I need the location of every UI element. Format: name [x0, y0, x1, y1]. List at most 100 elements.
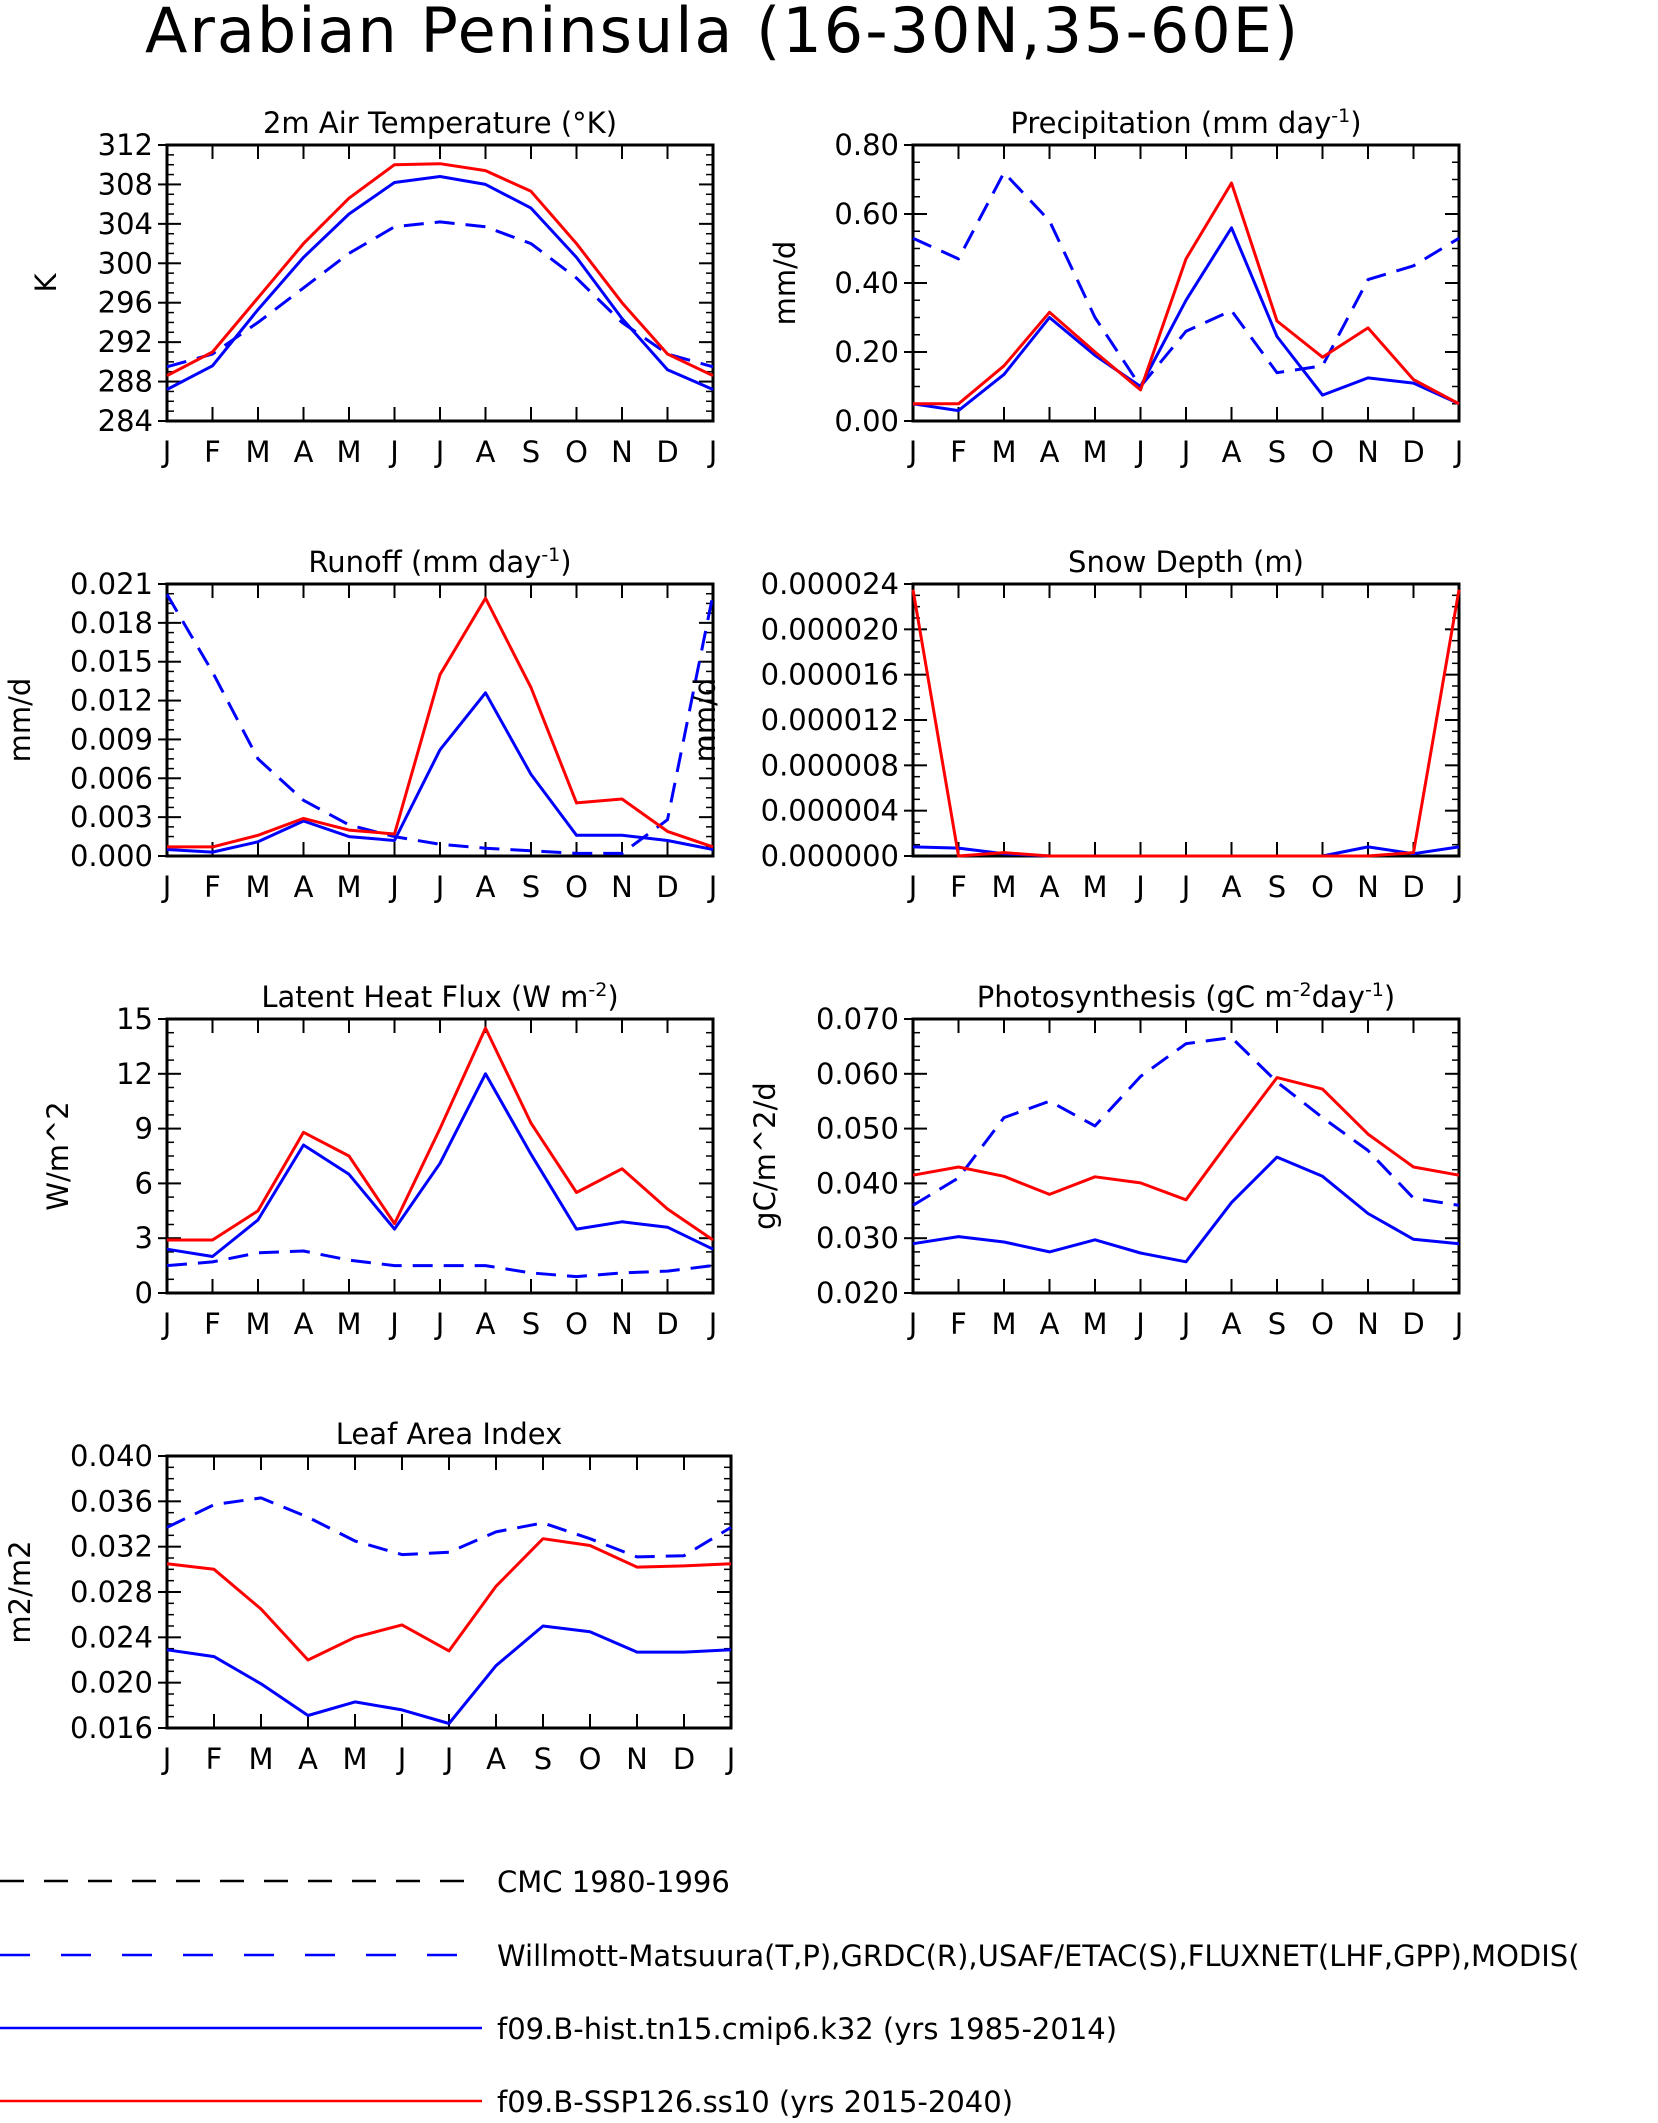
- x-tick-label: A: [1040, 435, 1060, 469]
- y-tick-label: 0.036: [70, 1484, 153, 1518]
- x-tick-label: M: [1082, 435, 1107, 469]
- x-tick-label: J: [161, 1742, 172, 1776]
- title-text: Precipitation (mm day: [1010, 106, 1331, 140]
- title-superscript: -1: [1331, 105, 1350, 127]
- x-tick-label: J: [161, 870, 172, 904]
- series-line-obs: [166, 220, 714, 369]
- x-tick-label: A: [294, 870, 314, 904]
- x-tick-label: J: [1180, 870, 1191, 904]
- y-tick-label: 0.028: [70, 1575, 153, 1609]
- y-tick-label: 0.030: [816, 1221, 899, 1255]
- y-tick-label: 0.000000: [761, 839, 899, 873]
- x-tick-label: A: [1040, 1307, 1060, 1341]
- y-axis-label: mm/d: [768, 241, 802, 326]
- y-tick-label: 3: [135, 1221, 153, 1255]
- series-line-ssp: [167, 1026, 714, 1242]
- y-tick-label: 0.000012: [761, 703, 899, 737]
- plot-frame: [165, 582, 715, 858]
- series-line-obs: [912, 171, 1460, 388]
- panels: 2m Air Temperature (°K)J F M A M J J A S O N D J2842…: [3, 105, 1463, 1776]
- x-tick-label: S: [1268, 435, 1286, 469]
- x-tick-label: A: [1040, 870, 1060, 904]
- legend: CMC 1980-1996 Willmott-Matsuura(T,P),GRDC…: [0, 1865, 1580, 2119]
- page-title: Arabian Peninsula (16-30N,35-60E): [145, 0, 1300, 67]
- x-tick-label: O: [1311, 435, 1334, 469]
- x-tick-label: A: [1222, 435, 1242, 469]
- x-tick-label: J: [434, 1307, 445, 1341]
- series-line-ssp: [911, 589, 1461, 858]
- chart-panel-4: Snow Depth (m)J F M A M J J A S O N D J0.0000000.000…: [688, 545, 1463, 904]
- title-superscript: -2: [1293, 979, 1312, 1001]
- series-line-obs: [166, 1496, 732, 1559]
- x-tick-label: M: [245, 435, 270, 469]
- x-tick-label: M: [245, 870, 270, 904]
- series-line-hist: [912, 226, 1460, 413]
- y-tick-label: 308: [98, 167, 153, 201]
- y-tick-label: 12: [116, 1057, 153, 1091]
- x-tick-label: J: [434, 870, 445, 904]
- x-tick-label: M: [991, 870, 1016, 904]
- x-tick-label: F: [204, 870, 221, 904]
- y-tick-label: 6: [135, 1166, 153, 1200]
- y-tick-label: 0.015: [70, 645, 153, 679]
- series-line-ssp: [166, 1537, 732, 1662]
- x-tick-label: J: [907, 1307, 918, 1341]
- chart-panel-3: Runoff (mm day-1)J F M A M J J A S O N D J0.0000.003…: [3, 544, 717, 904]
- panel-title: 2m Air Temperature (°K): [263, 106, 617, 140]
- x-tick-label: S: [522, 870, 540, 904]
- x-tick-label: D: [673, 1742, 695, 1776]
- x-tick-label: A: [1222, 1307, 1242, 1341]
- legend-label-2: Willmott-Matsuura(T,P),GRDC(R),USAF/ETAC…: [497, 1939, 1580, 1973]
- title-text: day: [1312, 980, 1365, 1014]
- x-tick-label: D: [656, 1307, 678, 1341]
- y-tick-label: 292: [98, 325, 153, 359]
- plot-frame: [165, 143, 715, 423]
- series-line-obs: [165, 593, 715, 855]
- y-tick-label: 300: [98, 246, 153, 280]
- panel-title: Precipitation (mm day-1): [1010, 105, 1361, 140]
- x-tick-label: N: [611, 870, 633, 904]
- x-tick-label: S: [1268, 870, 1286, 904]
- x-tick-label: J: [1180, 435, 1191, 469]
- series-line-hist: [166, 1072, 714, 1258]
- series-line-ssp: [167, 596, 714, 849]
- x-tick-label: O: [565, 870, 588, 904]
- y-tick-label: 0: [135, 1276, 153, 1310]
- x-tick-label: M: [248, 1742, 273, 1776]
- x-tick-label: J: [1134, 435, 1145, 469]
- x-tick-label: F: [950, 870, 967, 904]
- x-tick-label: S: [522, 1307, 540, 1341]
- x-tick-label: O: [565, 435, 588, 469]
- x-tick-label: J: [1134, 870, 1145, 904]
- y-tick-label: 0.000024: [761, 567, 899, 601]
- y-tick-label: 15: [116, 1002, 153, 1036]
- x-tick-label: D: [1402, 1307, 1424, 1341]
- x-tick-label: A: [298, 1742, 318, 1776]
- series-line-ssp: [913, 181, 1460, 406]
- title-text: ): [560, 545, 571, 579]
- x-tick-label: J: [907, 870, 918, 904]
- y-tick-label: 0.000016: [761, 658, 899, 692]
- y-tick-label: 0.020: [70, 1666, 153, 1700]
- x-tick-label: N: [1357, 435, 1379, 469]
- x-tick-label: J: [434, 435, 445, 469]
- x-tick-label: A: [294, 435, 314, 469]
- title-superscript: -2: [588, 979, 607, 1001]
- panel-title: Leaf Area Index: [336, 1417, 562, 1451]
- x-tick-label: J: [725, 1742, 736, 1776]
- y-axis-label: gC/m^2/d: [748, 1082, 782, 1230]
- y-tick-label: 0.012: [70, 684, 153, 718]
- chart-panel-1: 2m Air Temperature (°K)J F M A M J J A S O N D J2842…: [29, 106, 717, 469]
- x-tick-label: F: [206, 1742, 223, 1776]
- x-tick-label: D: [656, 435, 678, 469]
- x-tick-label: N: [611, 1307, 633, 1341]
- y-tick-label: 0.020: [816, 1276, 899, 1310]
- y-tick-label: 0.018: [70, 606, 153, 640]
- plot-frame: [165, 1454, 733, 1730]
- y-tick-label: 0.20: [834, 335, 899, 369]
- y-axis-label: m2/m2: [3, 1540, 37, 1643]
- y-tick-label: 0.000008: [761, 748, 899, 782]
- y-tick-label: 0.000: [70, 839, 153, 873]
- y-tick-label: 0.003: [70, 800, 153, 834]
- chart-panel-2: Precipitation (mm day-1)J F M A M J J A S O N D J0.0…: [768, 105, 1463, 469]
